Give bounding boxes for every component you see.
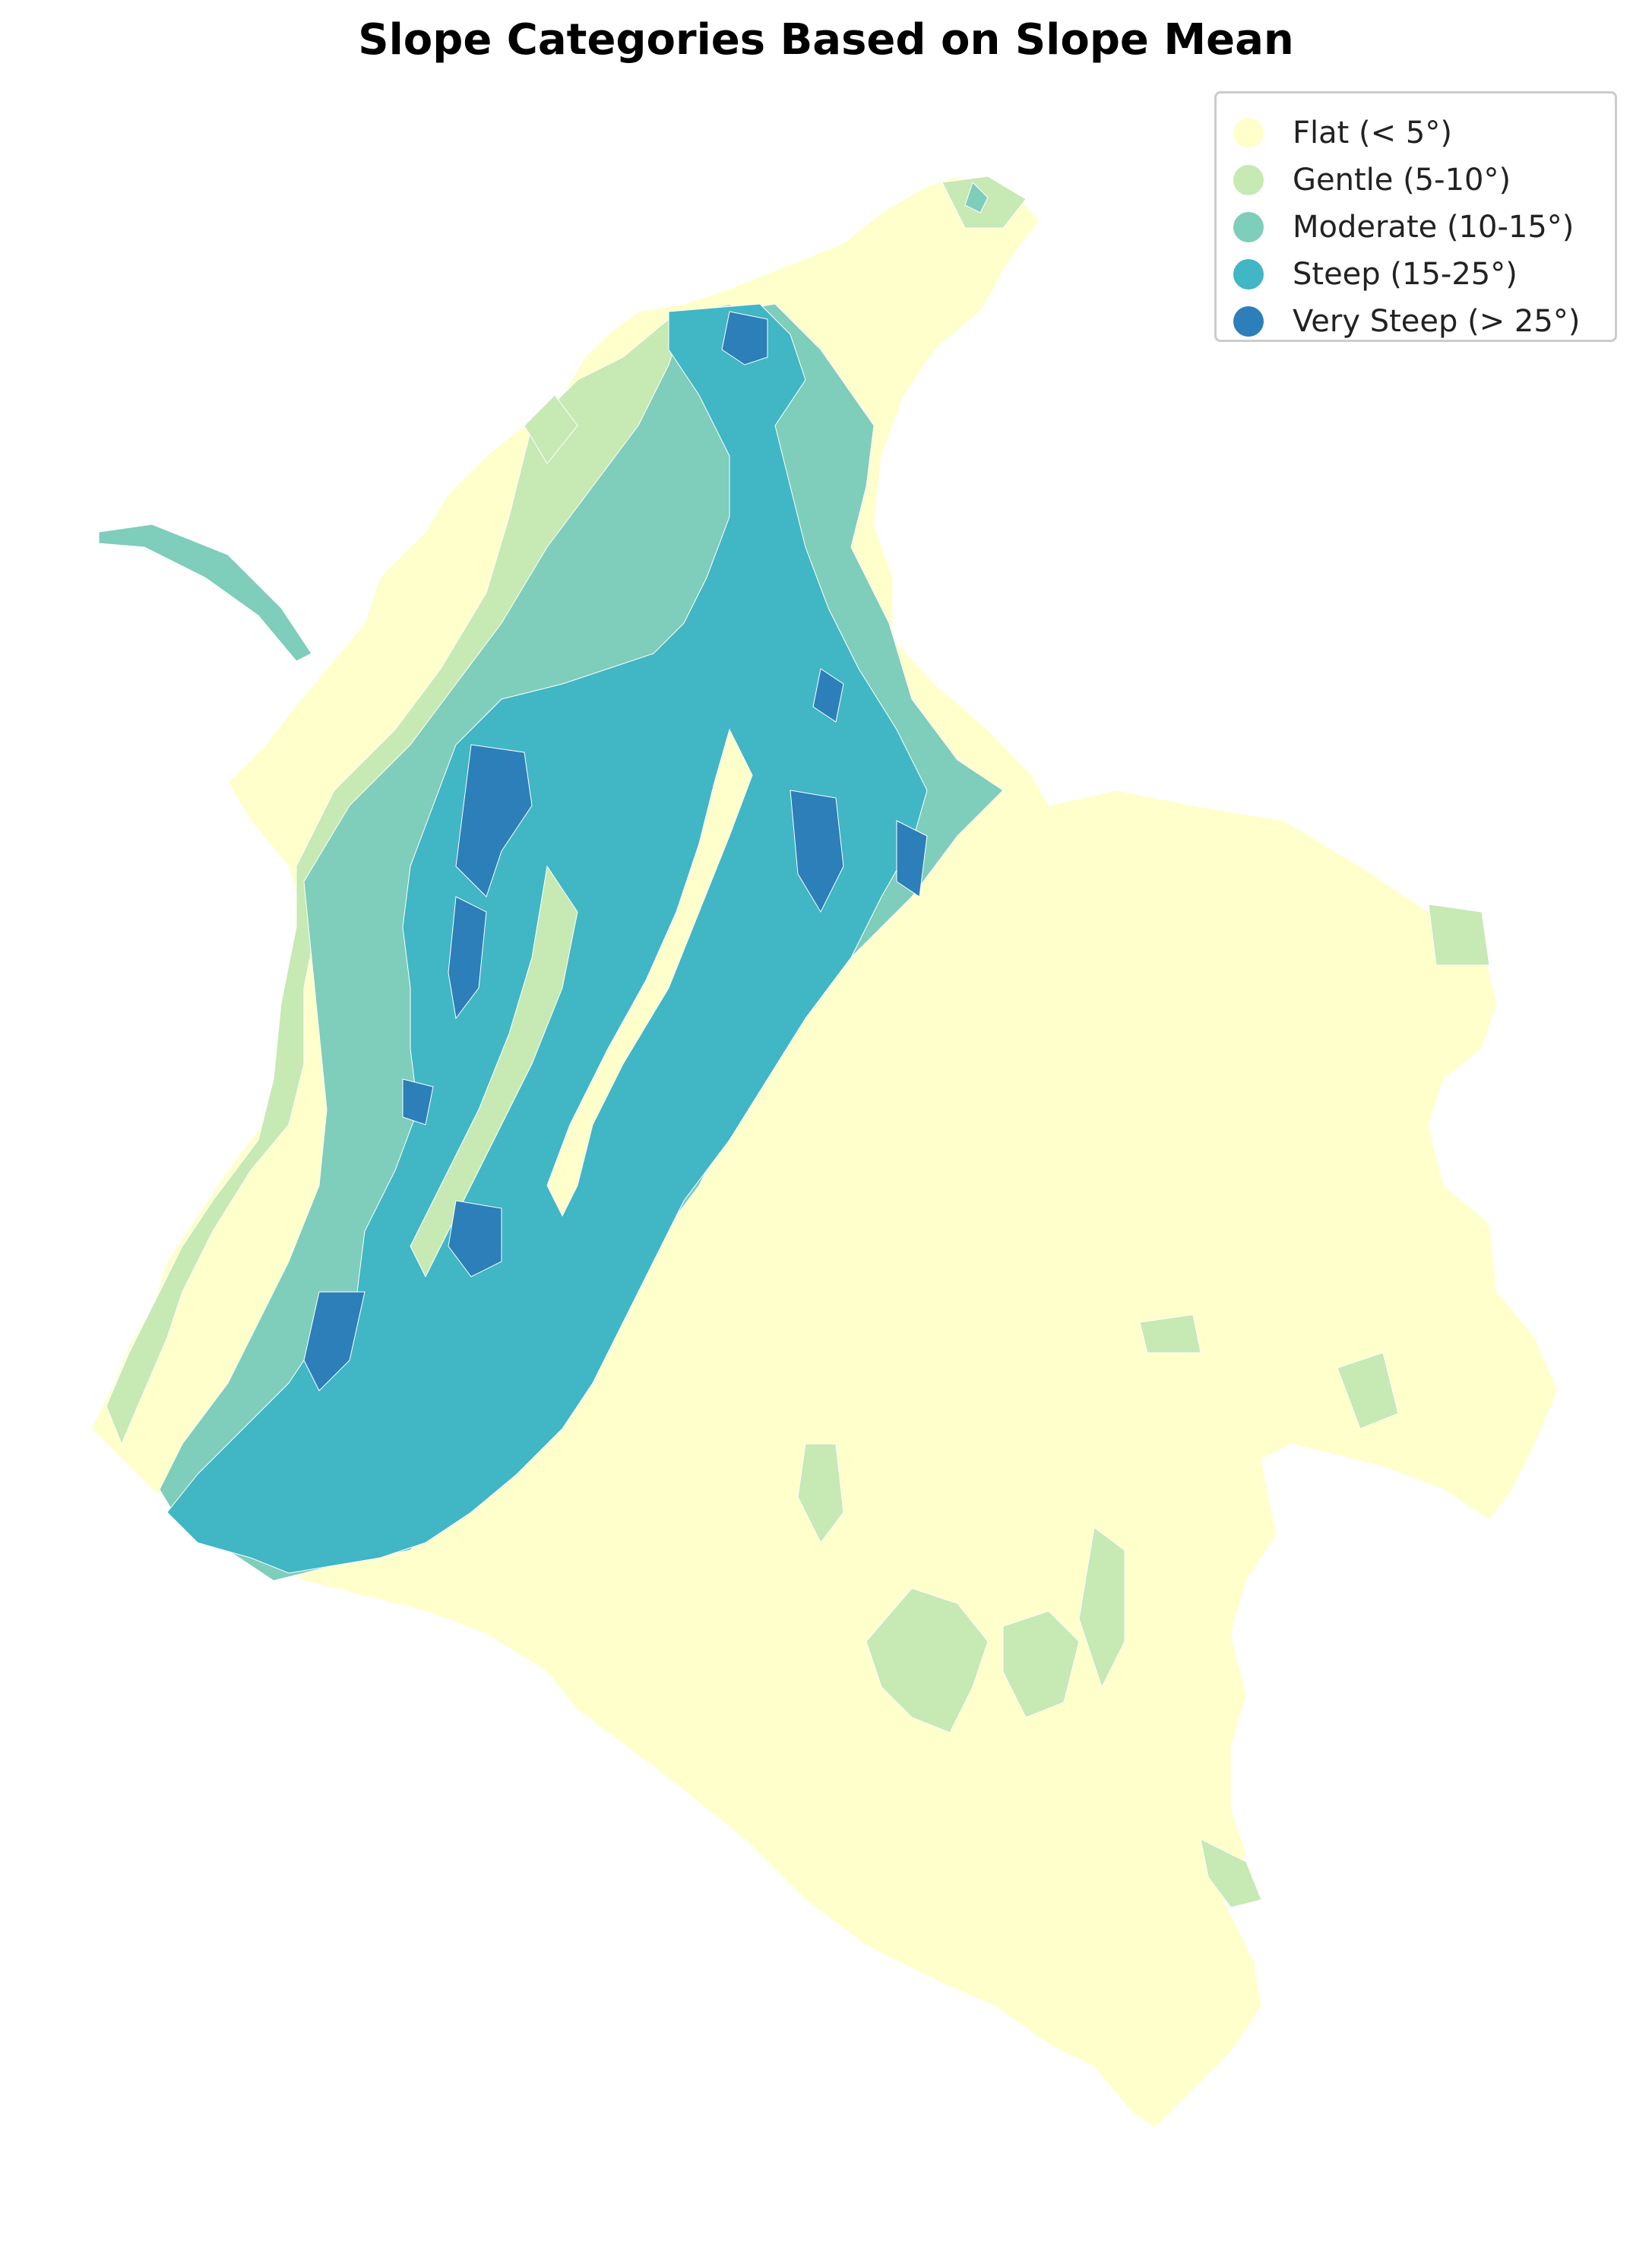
legend-swatch-moderate — [1233, 212, 1264, 242]
legend-item-gentle: Gentle (5-10°) — [1233, 157, 1511, 203]
very-steep-patch — [455, 744, 533, 897]
very-steep-patch — [721, 311, 768, 366]
gentle-patch-east — [1200, 1838, 1262, 1908]
very-steep-patch — [402, 1078, 434, 1125]
legend-swatch-very-steep — [1233, 306, 1264, 337]
moderate-tip — [964, 182, 989, 214]
legend-label-steep: Steep (15-25°) — [1293, 257, 1517, 292]
very-steep-patch — [448, 1200, 502, 1277]
gentle-patch-east — [866, 1587, 989, 1733]
gentle-patch-east — [797, 1443, 844, 1543]
gentle-patch-east — [1139, 1314, 1201, 1353]
legend-swatch-flat — [1233, 118, 1264, 148]
very-steep-patch — [790, 790, 844, 913]
flat-valley-magdalena — [546, 728, 753, 1217]
legend-label-very-steep: Very Steep (> 25°) — [1293, 304, 1581, 339]
legend-label-gentle: Gentle (5-10°) — [1293, 163, 1511, 198]
very-steep-patch — [303, 1291, 366, 1391]
legend-swatch-steep — [1233, 259, 1264, 290]
legend-label-moderate: Moderate (10-15°) — [1293, 210, 1574, 245]
legend-item-very-steep: Very Steep (> 25°) — [1233, 299, 1580, 344]
legend-item-moderate: Moderate (10-15°) — [1233, 204, 1574, 250]
moderate-spit — [98, 524, 312, 662]
map-title: Slope Categories Based on Slope Mean — [358, 15, 1294, 65]
very-steep-patch — [896, 820, 928, 897]
gentle-patch-east — [1078, 1527, 1125, 1689]
legend-swatch-gentle — [1233, 165, 1264, 195]
legend-item-flat: Flat (< 5°) — [1233, 110, 1452, 156]
gentle-patch-east — [1002, 1610, 1080, 1718]
flat-valley-cauca — [410, 865, 578, 1278]
legend: Flat (< 5°) Gentle (5-10°) Moderate (10-… — [1214, 91, 1617, 342]
very-steep-patch — [812, 668, 844, 723]
legend-label-flat: Flat (< 5°) — [1293, 116, 1452, 150]
legend-item-steep: Steep (15-25°) — [1233, 252, 1517, 297]
gentle-patch-north — [524, 394, 578, 464]
gentle-patch-east — [1337, 1352, 1399, 1429]
gentle-patch-east — [1428, 904, 1490, 966]
very-steep-patch — [448, 896, 487, 1020]
